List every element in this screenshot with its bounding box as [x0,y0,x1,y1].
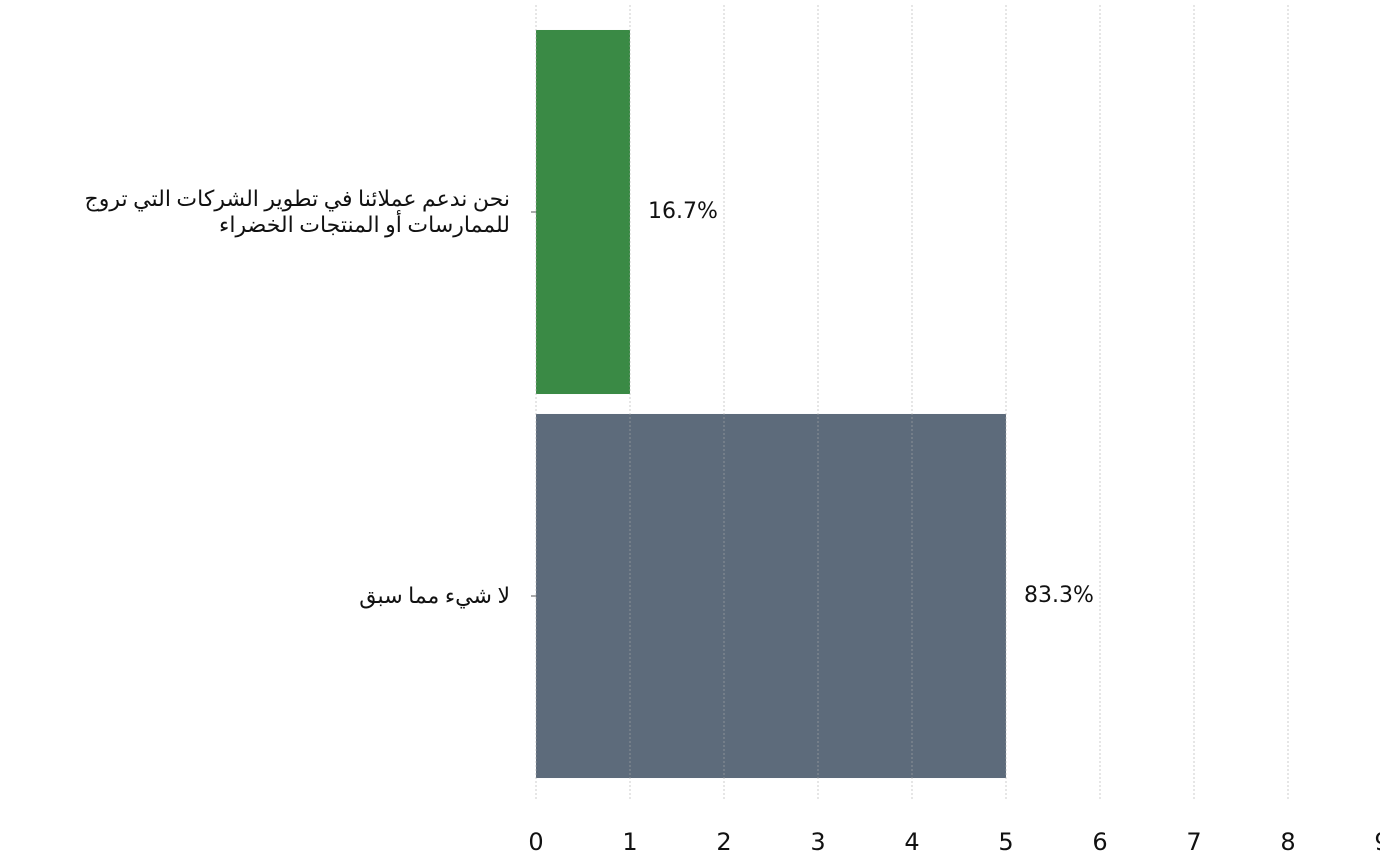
bar [536,413,1006,779]
value-label: 16.7% [648,199,718,224]
x-tick-label: 5 [998,828,1013,856]
category-label: لا شيء مما سبق [359,583,510,608]
x-tick-label: 9 [1374,828,1380,856]
x-tick-label: 2 [716,828,731,856]
x-tick-label: 6 [1092,828,1107,856]
x-tick-label: 3 [810,828,825,856]
x-tick-label: 4 [904,828,919,856]
x-tick-label: 1 [622,828,637,856]
x-tick-label: 8 [1280,828,1295,856]
value-label: 83.3% [1024,583,1094,608]
category-label: نحن ندعم عملائنا في تطوير الشركات التي ت… [84,186,510,237]
x-tick-label: 0 [528,828,543,856]
x-tick-label: 7 [1186,828,1201,856]
bar [536,29,630,395]
